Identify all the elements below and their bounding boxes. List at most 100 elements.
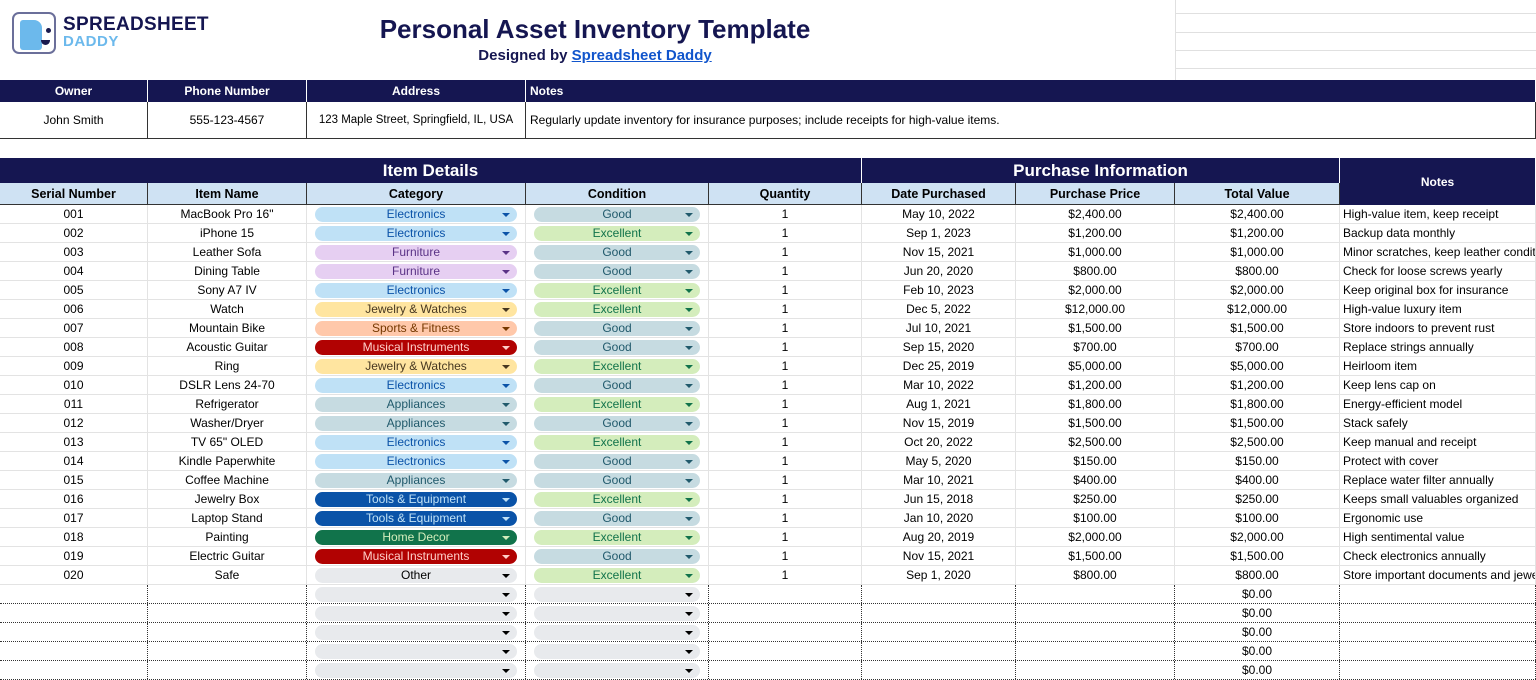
condition-dropdown[interactable]: Good xyxy=(534,511,700,526)
cell[interactable]: Keeps small valuables organized xyxy=(1340,490,1536,508)
cell[interactable]: $1,500.00 xyxy=(1016,414,1175,432)
cell[interactable]: Appliances xyxy=(307,414,526,432)
category-dropdown[interactable]: Electronics xyxy=(315,435,517,450)
cell[interactable]: Good xyxy=(526,509,709,527)
cell[interactable]: Excellent xyxy=(526,433,709,451)
cell[interactable]: $1,500.00 xyxy=(1175,547,1340,565)
cell[interactable]: Keep lens cap on xyxy=(1340,376,1536,394)
cell[interactable]: Sports & Fitness xyxy=(307,319,526,337)
cell[interactable] xyxy=(709,642,862,660)
cell[interactable]: 1 xyxy=(709,509,862,527)
condition-dropdown[interactable] xyxy=(534,606,700,621)
cell[interactable]: $1,200.00 xyxy=(1175,224,1340,242)
condition-dropdown[interactable]: Excellent xyxy=(534,568,700,583)
cell[interactable]: Nov 15, 2021 xyxy=(862,243,1016,261)
cell[interactable]: 1 xyxy=(709,490,862,508)
cell[interactable]: 1 xyxy=(709,205,862,223)
cell[interactable]: High-value item, keep receipt xyxy=(1340,205,1536,223)
cell[interactable]: Electronics xyxy=(307,281,526,299)
cell[interactable]: $700.00 xyxy=(1175,338,1340,356)
cell[interactable]: May 5, 2020 xyxy=(862,452,1016,470)
cell[interactable]: $100.00 xyxy=(1016,509,1175,527)
cell[interactable]: $800.00 xyxy=(1016,566,1175,584)
cell[interactable]: 1 xyxy=(709,281,862,299)
category-dropdown[interactable]: Tools & Equipment xyxy=(315,511,517,526)
category-dropdown[interactable] xyxy=(315,625,517,640)
cell[interactable]: 1 xyxy=(709,452,862,470)
cell[interactable]: Jan 10, 2020 xyxy=(862,509,1016,527)
cell[interactable]: $12,000.00 xyxy=(1175,300,1340,318)
cell[interactable]: $1,000.00 xyxy=(1175,243,1340,261)
cell[interactable]: $800.00 xyxy=(1175,262,1340,280)
cell[interactable]: Nov 15, 2019 xyxy=(862,414,1016,432)
cell[interactable]: 004 xyxy=(0,262,148,280)
cell[interactable]: Keep manual and receipt xyxy=(1340,433,1536,451)
cell[interactable]: Aug 20, 2019 xyxy=(862,528,1016,546)
cell[interactable]: Sep 1, 2020 xyxy=(862,566,1016,584)
cell[interactable]: $1,200.00 xyxy=(1016,376,1175,394)
cell[interactable]: Excellent xyxy=(526,224,709,242)
cell[interactable]: 1 xyxy=(709,338,862,356)
column-header[interactable]: Total Value xyxy=(1175,183,1340,205)
cell[interactable]: 1 xyxy=(709,376,862,394)
cell[interactable]: 1 xyxy=(709,395,862,413)
cell[interactable]: 018 xyxy=(0,528,148,546)
cell[interactable]: 002 xyxy=(0,224,148,242)
cell[interactable] xyxy=(526,661,709,679)
column-header[interactable]: Quantity xyxy=(709,183,862,205)
cell[interactable]: Jewelry & Watches xyxy=(307,357,526,375)
cell[interactable]: Safe xyxy=(148,566,307,584)
cell[interactable]: $0.00 xyxy=(1175,585,1340,603)
category-dropdown[interactable]: Jewelry & Watches xyxy=(315,302,517,317)
cell[interactable]: $0.00 xyxy=(1175,604,1340,622)
cell[interactable]: Electronics xyxy=(307,376,526,394)
cell[interactable]: $2,400.00 xyxy=(1175,205,1340,223)
cell[interactable] xyxy=(862,623,1016,641)
cell[interactable]: 1 xyxy=(709,243,862,261)
category-dropdown[interactable]: Electronics xyxy=(315,207,517,222)
cell[interactable]: Good xyxy=(526,262,709,280)
cell[interactable]: $1,200.00 xyxy=(1016,224,1175,242)
cell[interactable]: DSLR Lens 24-70 xyxy=(148,376,307,394)
cell[interactable]: 016 xyxy=(0,490,148,508)
condition-dropdown[interactable]: Excellent xyxy=(534,530,700,545)
cell[interactable] xyxy=(709,585,862,603)
condition-dropdown[interactable]: Good xyxy=(534,378,700,393)
cell[interactable]: Mountain Bike xyxy=(148,319,307,337)
cell[interactable]: 007 xyxy=(0,319,148,337)
cell[interactable]: $2,000.00 xyxy=(1016,281,1175,299)
cell[interactable] xyxy=(0,585,148,603)
cell[interactable]: 013 xyxy=(0,433,148,451)
cell[interactable] xyxy=(709,661,862,679)
category-dropdown[interactable]: Appliances xyxy=(315,397,517,412)
cell[interactable]: MacBook Pro 16" xyxy=(148,205,307,223)
category-dropdown[interactable]: Furniture xyxy=(315,245,517,260)
cell[interactable]: Good xyxy=(526,376,709,394)
cell[interactable]: $1,000.00 xyxy=(1016,243,1175,261)
cell[interactable]: 1 xyxy=(709,357,862,375)
category-dropdown[interactable] xyxy=(315,663,517,678)
condition-dropdown[interactable]: Excellent xyxy=(534,283,700,298)
cell[interactable]: Excellent xyxy=(526,300,709,318)
cell[interactable]: $12,000.00 xyxy=(1016,300,1175,318)
cell[interactable]: Good xyxy=(526,471,709,489)
cell[interactable]: 015 xyxy=(0,471,148,489)
category-dropdown[interactable]: Musical Instruments xyxy=(315,549,517,564)
cell[interactable] xyxy=(1016,623,1175,641)
cell[interactable] xyxy=(0,642,148,660)
spreadsheet-daddy-link[interactable]: Spreadsheet Daddy xyxy=(571,47,712,64)
category-dropdown[interactable]: Sports & Fitness xyxy=(315,321,517,336)
cell[interactable]: Excellent xyxy=(526,281,709,299)
cell[interactable]: Musical Instruments xyxy=(307,338,526,356)
cell[interactable]: 1 xyxy=(709,262,862,280)
condition-dropdown[interactable]: Excellent xyxy=(534,435,700,450)
condition-dropdown[interactable]: Good xyxy=(534,473,700,488)
cell[interactable]: Store indoors to prevent rust xyxy=(1340,319,1536,337)
cell[interactable]: 019 xyxy=(0,547,148,565)
category-dropdown[interactable] xyxy=(315,644,517,659)
condition-dropdown[interactable]: Good xyxy=(534,416,700,431)
cell[interactable]: 005 xyxy=(0,281,148,299)
cell[interactable] xyxy=(148,623,307,641)
cell[interactable]: Good xyxy=(526,414,709,432)
cell[interactable] xyxy=(307,661,526,679)
